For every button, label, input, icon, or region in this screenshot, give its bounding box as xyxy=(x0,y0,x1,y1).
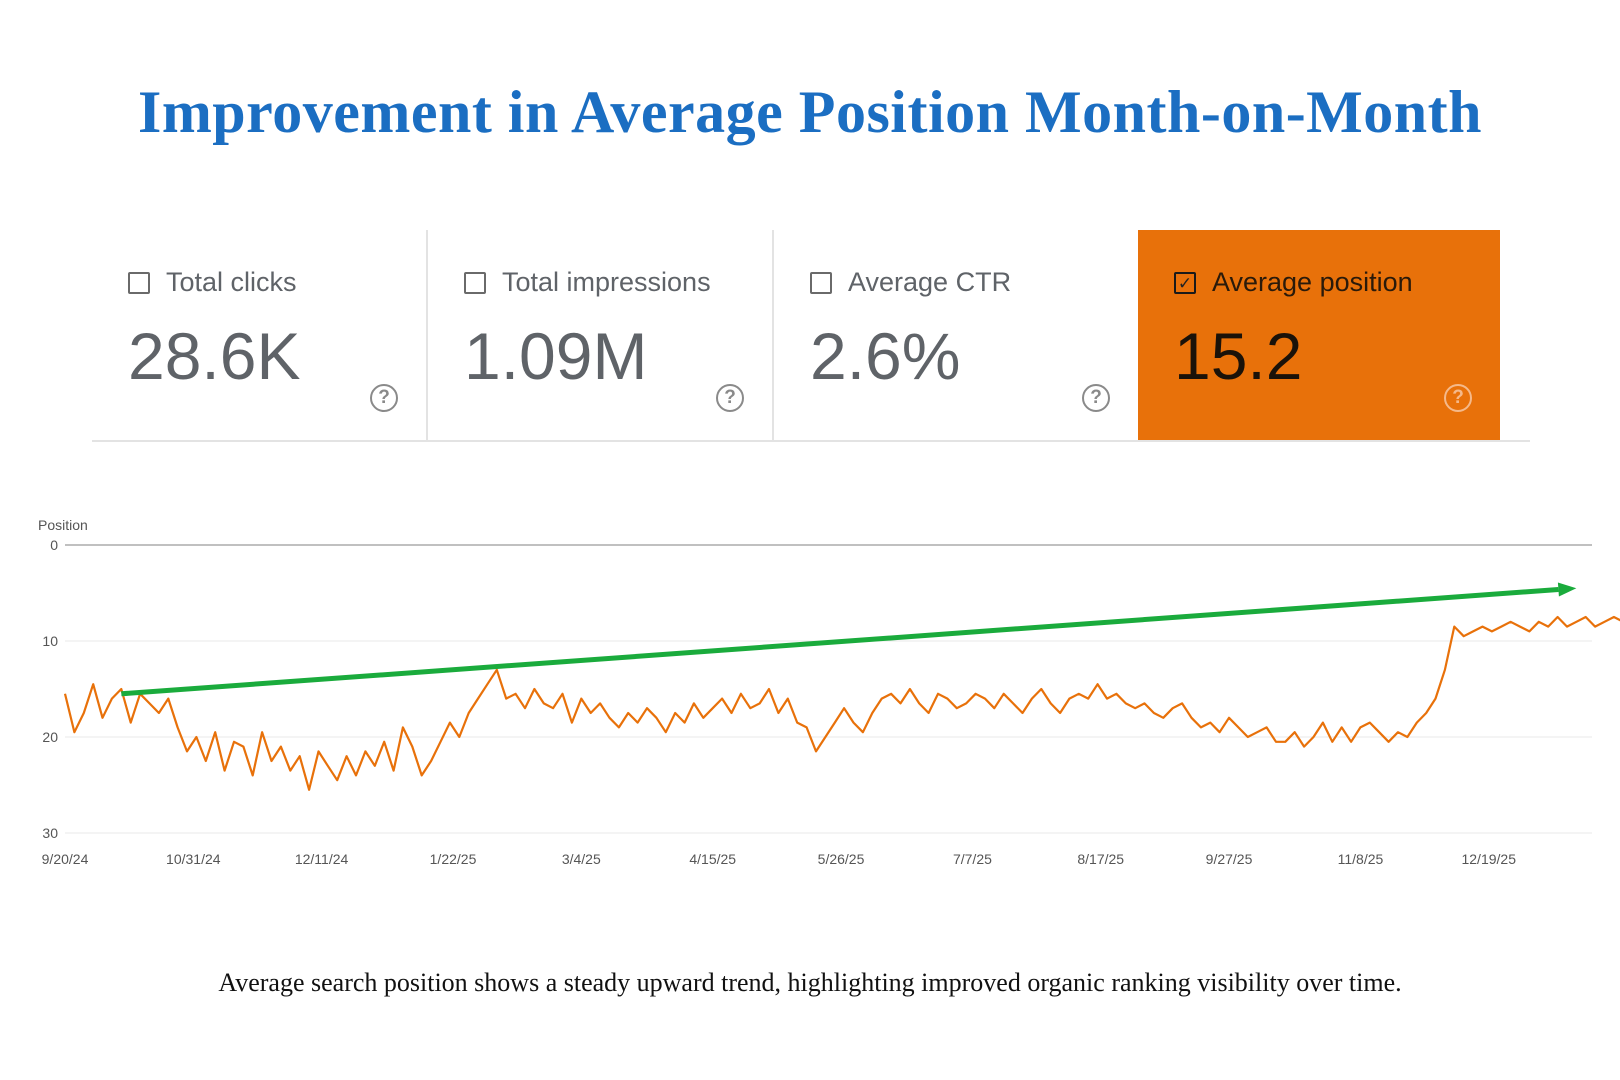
total-impressions-label: Total impressions xyxy=(502,267,711,297)
x-tick-label: 5/26/25 xyxy=(818,851,865,867)
total-clicks-checkbox[interactable] xyxy=(128,272,150,294)
card-average-position[interactable]: ✓ Average position 15.2 ? xyxy=(1138,230,1500,440)
y-tick-label: 20 xyxy=(42,729,58,745)
help-icon[interactable]: ? xyxy=(716,384,744,412)
x-tick-label: 7/7/25 xyxy=(953,851,992,867)
page-title: Improvement in Average Position Month-on… xyxy=(137,79,1483,145)
position-chart: Position 0 10 20 30 9/20/24 10/31/24 12/11/24… xyxy=(38,517,1620,867)
x-tick-label: 3/4/25 xyxy=(562,851,601,867)
total-clicks-value: 28.6K xyxy=(128,319,301,393)
x-tick-label: 12/11/24 xyxy=(295,851,349,867)
total-impressions-checkbox[interactable] xyxy=(464,272,486,294)
x-tick-label: 12/19/25 xyxy=(1461,851,1516,867)
x-tick-label: 9/20/24 xyxy=(42,851,89,867)
average-position-label: Average position xyxy=(1212,267,1413,297)
x-tick-label: 11/8/25 xyxy=(1338,851,1384,867)
x-tick-label: 8/17/25 xyxy=(1077,851,1124,867)
help-icon[interactable]: ? xyxy=(370,384,398,412)
average-ctr-value: 2.6% xyxy=(810,319,961,393)
series-line-average-position xyxy=(63,615,1620,791)
total-impressions-value: 1.09M xyxy=(464,319,648,393)
average-position-value: 15.2 xyxy=(1174,319,1303,393)
average-ctr-label: Average CTR xyxy=(848,267,1012,297)
chart-caption: Average search position shows a steady u… xyxy=(218,968,1402,997)
card-total-impressions[interactable]: Total impressions 1.09M ? xyxy=(428,230,774,440)
x-tick-label: 1/22/25 xyxy=(430,851,477,867)
card-total-clicks[interactable]: Total clicks 28.6K ? xyxy=(92,230,428,440)
help-icon[interactable]: ? xyxy=(1444,384,1472,412)
y-tick-label: 30 xyxy=(42,825,58,841)
x-tick-label: 10/31/24 xyxy=(166,851,221,867)
y-tick-label: 0 xyxy=(50,537,58,553)
x-tick-label: 4/15/25 xyxy=(689,851,736,867)
trend-arrow xyxy=(121,587,1559,697)
help-icon[interactable]: ? xyxy=(1082,384,1110,412)
average-ctr-checkbox[interactable] xyxy=(810,272,832,294)
average-position-checkbox[interactable]: ✓ xyxy=(1174,272,1196,294)
card-average-ctr[interactable]: Average CTR 2.6% ? xyxy=(774,230,1138,440)
x-tick-label: 9/27/25 xyxy=(1206,851,1253,867)
trend-arrow-head xyxy=(1557,582,1577,597)
y-axis-label: Position xyxy=(38,517,88,533)
total-clicks-label: Total clicks xyxy=(166,267,297,297)
metric-cards: Total clicks 28.6K ? Total impressions 1… xyxy=(92,230,1530,442)
y-tick-label: 10 xyxy=(42,633,58,649)
